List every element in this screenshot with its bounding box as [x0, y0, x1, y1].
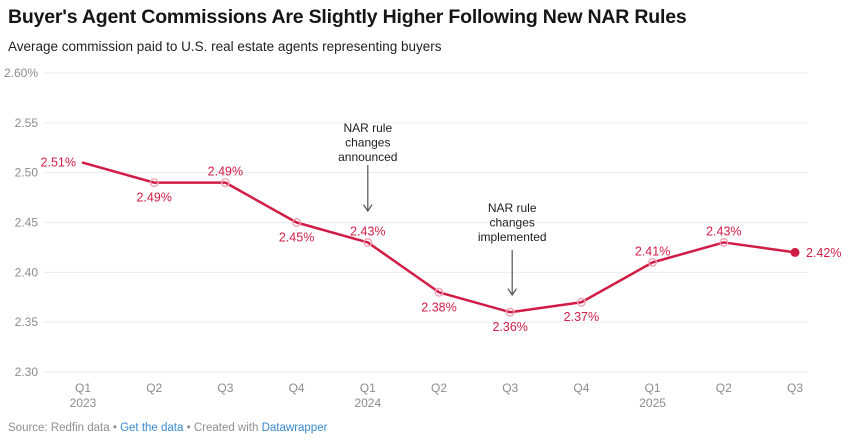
svg-text:2.50: 2.50	[15, 166, 39, 180]
datawrapper-link[interactable]: Datawrapper	[261, 422, 328, 434]
svg-text:Q1: Q1	[75, 381, 91, 395]
created-with-text: Created with	[193, 422, 259, 434]
page-subtitle: Average commission paid to U.S. real est…	[8, 39, 442, 54]
data-point-final	[790, 247, 800, 257]
svg-text:2.40: 2.40	[15, 265, 39, 279]
data-line	[81, 161, 797, 314]
data-point	[576, 297, 586, 307]
svg-text:2.49%: 2.49%	[136, 191, 171, 205]
gridlines	[44, 72, 808, 373]
svg-text:Q3: Q3	[787, 381, 803, 395]
svg-text:2.30: 2.30	[15, 365, 39, 379]
svg-text:Q2: Q2	[431, 381, 447, 395]
svg-text:Q2: Q2	[716, 381, 732, 395]
svg-text:Q3: Q3	[217, 381, 233, 395]
svg-text:2.38%: 2.38%	[421, 300, 456, 314]
footer-attribution: Source: Redfin data • Get the data • Cre…	[8, 422, 327, 434]
data-point	[505, 307, 515, 317]
svg-text:2.42%: 2.42%	[806, 246, 841, 260]
svg-text:Q1: Q1	[360, 381, 376, 395]
svg-text:NAR rule: NAR rule	[488, 201, 537, 215]
svg-text:2024: 2024	[354, 396, 381, 410]
svg-text:2.55: 2.55	[15, 116, 39, 130]
svg-text:2.41%: 2.41%	[635, 244, 670, 258]
value-labels: 2.51% 2.49% 2.49% 2.45% 2.43% 2.38% 2.36% 2.37%…	[41, 156, 842, 335]
source-text: Source: Redfin data	[8, 422, 110, 434]
data-point	[220, 178, 230, 188]
svg-text:changes: changes	[345, 136, 390, 150]
data-point	[434, 287, 444, 297]
svg-text:implemented: implemented	[478, 230, 547, 244]
svg-text:2.60%: 2.60%	[4, 66, 38, 80]
svg-text:2.45%: 2.45%	[279, 231, 314, 245]
svg-text:announced: announced	[338, 150, 397, 164]
data-points	[149, 178, 800, 317]
svg-text:2.51%: 2.51%	[41, 156, 76, 170]
data-point	[149, 178, 159, 188]
footer-separator: •	[112, 422, 117, 434]
data-point	[292, 217, 302, 227]
svg-text:2.43%: 2.43%	[350, 224, 385, 238]
svg-text:Q4: Q4	[573, 381, 589, 395]
svg-text:Q4: Q4	[289, 381, 305, 395]
svg-text:2.45: 2.45	[15, 216, 39, 230]
svg-text:Q2: Q2	[146, 381, 162, 395]
data-point	[648, 257, 658, 267]
data-point	[719, 237, 729, 247]
svg-text:changes: changes	[490, 216, 535, 230]
footer-separator: •	[186, 422, 191, 434]
svg-text:2025: 2025	[639, 396, 666, 410]
y-axis-labels: 2.60% 2.55 2.50 2.45 2.40 2.35 2.30	[4, 66, 38, 379]
svg-text:2023: 2023	[70, 396, 97, 410]
svg-text:2.43%: 2.43%	[706, 224, 741, 238]
svg-text:NAR rule: NAR rule	[343, 121, 392, 135]
get-the-data-link[interactable]: Get the data	[120, 422, 184, 434]
data-point	[363, 237, 373, 247]
svg-text:2.37%: 2.37%	[564, 310, 599, 324]
svg-text:Q3: Q3	[502, 381, 518, 395]
svg-text:2.36%: 2.36%	[492, 320, 527, 334]
page-title: Buyer's Agent Commissions Are Slightly H…	[8, 6, 687, 28]
svg-text:2.49%: 2.49%	[208, 165, 243, 179]
svg-text:Q1: Q1	[645, 381, 661, 395]
svg-text:2.35: 2.35	[15, 315, 39, 329]
